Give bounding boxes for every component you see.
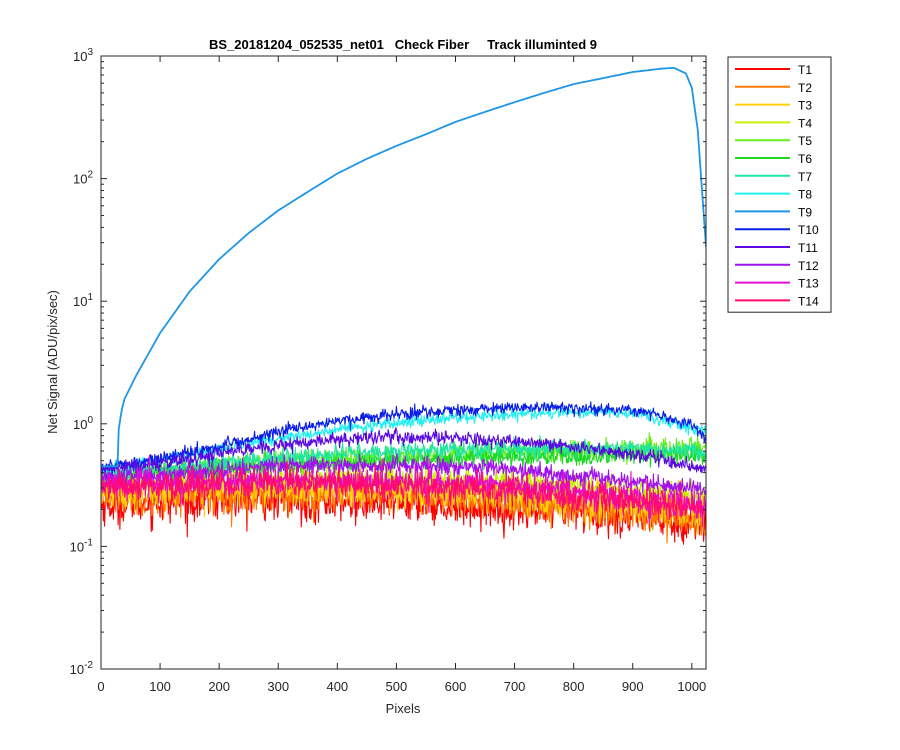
x-tick-label: 1000: [677, 679, 706, 694]
x-tick-label: 0: [97, 679, 104, 694]
legend-label-t8: T8: [798, 188, 812, 202]
x-tick-label: 500: [386, 679, 408, 694]
x-tick-label: 200: [208, 679, 230, 694]
legend-label-t13: T13: [798, 277, 819, 291]
x-tick-label: 800: [563, 679, 585, 694]
y-tick-label: 10-2: [70, 660, 94, 677]
plot-area: [101, 56, 706, 669]
x-tick-label: 600: [445, 679, 467, 694]
plot-frame: [100, 55, 707, 670]
legend-label-t9: T9: [798, 205, 812, 219]
x-tick-label: 900: [622, 679, 644, 694]
chart-title: BS_20181204_052535_net01 Check Fiber Tra…: [209, 37, 597, 52]
series-line-t7: [101, 434, 706, 484]
series-line-t14: [101, 458, 706, 524]
y-tick-label: 102: [73, 170, 93, 187]
legend-label-t5: T5: [798, 134, 812, 148]
legend-label-t6: T6: [798, 152, 812, 166]
y-axis: 10-2 10-1 100 101 102 103: [70, 47, 706, 677]
legend-label-t14: T14: [798, 294, 819, 308]
legend-label-t3: T3: [798, 99, 812, 113]
legend-label-t1: T1: [798, 63, 812, 77]
x-axis-label: Pixels: [386, 701, 421, 716]
series-line-t9: [101, 66, 706, 468]
x-tick-label: 300: [267, 679, 289, 694]
y-tick-label: 100: [73, 415, 93, 432]
legend-label-t4: T4: [798, 116, 812, 130]
series-line-t11: [101, 427, 706, 477]
series-line-t10: [101, 401, 706, 474]
legend-label-t7: T7: [798, 170, 812, 184]
y-axis-label: Net Signal (ADU/pix/sec): [45, 290, 60, 434]
x-tick-label: 100: [149, 679, 171, 694]
series-line-t13: [101, 454, 706, 527]
series-layer: [101, 66, 706, 545]
y-tick-label: 103: [73, 47, 93, 64]
x-tick-label: 700: [504, 679, 526, 694]
y-tick-label: 101: [73, 292, 93, 309]
x-tick-label: 400: [326, 679, 348, 694]
legend-label-t10: T10: [798, 223, 819, 237]
legend-label-t2: T2: [798, 81, 812, 95]
legend-box: [727, 56, 832, 313]
x-axis: 0 100 200 300 400 500 600 700 800 900 1000: [97, 56, 706, 694]
legend: T1 T2 T3 T4 T5 T6 T7 T8 T9 T10 T11 T12 T13 T14: [727, 56, 832, 313]
y-tick-label: 10-1: [70, 537, 94, 554]
legend-label-t11: T11: [798, 241, 818, 255]
legend-label-t12: T12: [798, 259, 819, 273]
